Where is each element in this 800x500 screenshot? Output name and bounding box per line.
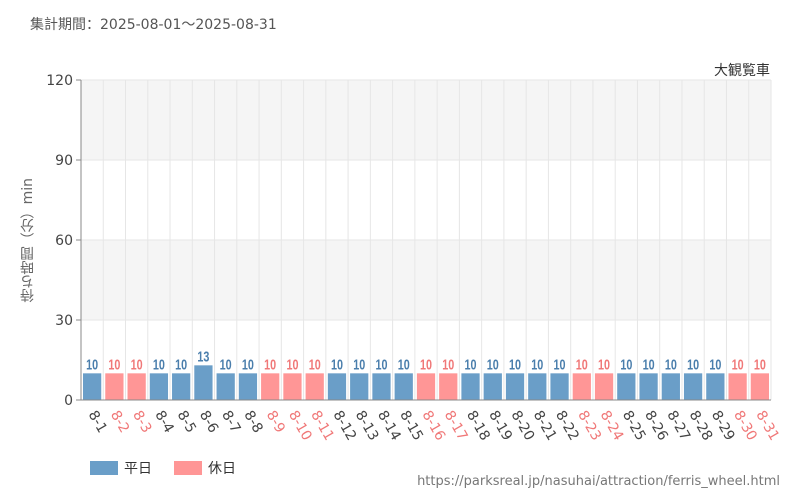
- x-tick-label: 8-2: [107, 408, 132, 436]
- bar: [327, 373, 347, 400]
- x-tick-label: 8-3: [129, 408, 154, 436]
- plot-bands: [81, 80, 771, 320]
- value-label: 10: [509, 356, 521, 373]
- x-tick-label: 8-31: [752, 408, 782, 444]
- bar: [305, 373, 324, 400]
- value-label: 10: [709, 356, 721, 373]
- value-label: 10: [375, 356, 387, 373]
- y-tick-label: 0: [64, 393, 73, 409]
- value-label: 10: [665, 356, 677, 373]
- y-tick-label: 90: [55, 153, 73, 169]
- x-tick-labels: 8-18-28-38-48-58-68-78-88-98-108-118-128…: [85, 408, 782, 444]
- bar: [550, 373, 569, 400]
- bars: [83, 365, 769, 400]
- value-label: 10: [576, 356, 588, 373]
- y-tick-labels: 0 30 60 90 120: [46, 73, 73, 409]
- y-tick-label: 60: [55, 233, 73, 249]
- bar: [639, 373, 658, 400]
- value-label: 10: [487, 356, 499, 373]
- chart-title: 大観覧車: [714, 63, 770, 79]
- period-label: 集計期間：2025-08-01～2025-08-31: [30, 17, 277, 33]
- plot-band: [81, 80, 771, 160]
- bar: [350, 373, 369, 400]
- value-label: 10: [643, 356, 655, 373]
- value-label: 10: [131, 356, 143, 373]
- value-label: 10: [175, 356, 187, 373]
- value-label: 10: [465, 356, 477, 373]
- bar: [683, 373, 703, 400]
- x-tick-label: 8-6: [196, 408, 221, 436]
- value-label: 10: [398, 356, 410, 373]
- value-label: 10: [220, 356, 232, 373]
- bar: [461, 373, 480, 400]
- bar: [483, 373, 502, 400]
- bar: [661, 373, 680, 400]
- axes: [76, 79, 771, 401]
- value-label: 10: [754, 356, 766, 373]
- value-label: 10: [108, 356, 120, 373]
- value-label: 10: [242, 356, 254, 373]
- bar: [706, 373, 725, 400]
- value-label: 13: [197, 348, 209, 365]
- legend-item-holiday[interactable]: 休日: [174, 458, 236, 478]
- value-label: 10: [732, 356, 744, 373]
- bar: [83, 373, 102, 400]
- legend-item-weekday[interactable]: 平日: [90, 458, 152, 478]
- plot-band: [81, 240, 771, 320]
- value-label: 10: [598, 356, 610, 373]
- legend-swatch-holiday: [174, 461, 202, 475]
- x-tick-label: 8-5: [174, 408, 199, 436]
- value-label: 10: [286, 356, 298, 373]
- legend-label-holiday: 休日: [208, 461, 236, 477]
- value-label: 10: [86, 356, 98, 373]
- bar: [728, 373, 747, 400]
- value-label: 10: [264, 356, 276, 373]
- legend: 平日 休日: [90, 458, 236, 478]
- bar: [172, 373, 191, 400]
- bar: [372, 373, 391, 400]
- value-label: 10: [331, 356, 343, 373]
- x-tick-label: 8-7: [218, 408, 243, 436]
- value-labels: 10 10 10 10 10 13 10 10 10 10 10 10 10 10 10 10 10 10 10 10…: [86, 348, 766, 373]
- x-tick-label: 8-1: [85, 408, 110, 436]
- value-label: 10: [309, 356, 321, 373]
- bar: [505, 373, 525, 400]
- legend-swatch-weekday: [90, 461, 118, 475]
- value-label: 10: [620, 356, 632, 373]
- bar: [194, 365, 213, 400]
- y-tick-label: 120: [46, 73, 73, 89]
- bar: [261, 373, 280, 400]
- bar: [416, 373, 436, 400]
- x-tick-label: 8-8: [240, 408, 265, 436]
- source-url[interactable]: https://parksreal.jp/nasuhai/attraction/…: [417, 474, 780, 489]
- value-label: 10: [420, 356, 432, 373]
- legend-label-weekday: 平日: [124, 461, 152, 477]
- bar: [439, 373, 458, 400]
- value-label: 10: [531, 356, 543, 373]
- value-label: 10: [353, 356, 365, 373]
- bar: [528, 373, 547, 400]
- bar: [238, 373, 258, 400]
- bar: [105, 373, 124, 400]
- bar: [594, 373, 614, 400]
- value-label: 10: [153, 356, 165, 373]
- grid-lines: [80, 79, 772, 401]
- bar: [394, 373, 413, 400]
- bar: [216, 373, 235, 400]
- bar: [127, 373, 146, 400]
- bar: [617, 373, 636, 400]
- value-label: 10: [554, 356, 566, 373]
- bar: [572, 373, 591, 400]
- value-label: 10: [442, 356, 454, 373]
- bar: [149, 373, 169, 400]
- value-label: 10: [687, 356, 699, 373]
- x-tick-label: 8-4: [151, 408, 176, 436]
- bar: [750, 373, 769, 400]
- bar: [283, 373, 302, 400]
- x-tick-label: 8-9: [263, 408, 288, 436]
- y-tick-label: 30: [55, 313, 73, 329]
